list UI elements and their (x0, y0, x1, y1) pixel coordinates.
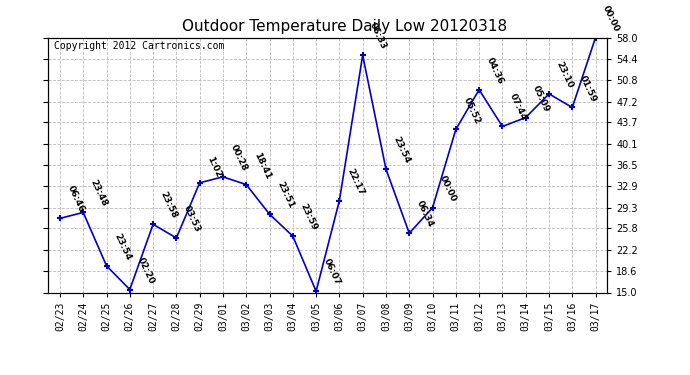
Text: 04:36: 04:36 (484, 56, 505, 86)
Text: 23:54: 23:54 (391, 135, 412, 165)
Text: 01:59: 01:59 (578, 74, 598, 103)
Text: 22:17: 22:17 (345, 166, 365, 196)
Text: 02:20: 02:20 (135, 256, 155, 285)
Text: 05:52: 05:52 (462, 96, 482, 125)
Text: 00:28: 00:28 (228, 143, 248, 173)
Text: 06:46: 06:46 (66, 184, 86, 214)
Text: 23:48: 23:48 (89, 178, 109, 208)
Text: 23:59: 23:59 (298, 202, 319, 232)
Text: 00:00: 00:00 (438, 174, 458, 204)
Text: 1:02: 1:02 (205, 154, 223, 178)
Text: 23:51: 23:51 (275, 180, 295, 210)
Text: Outdoor Temperature Daily Low 20120318: Outdoor Temperature Daily Low 20120318 (182, 19, 508, 34)
Text: 06:34: 06:34 (415, 199, 435, 229)
Text: 07:44: 07:44 (508, 92, 529, 122)
Text: Copyright 2012 Cartronics.com: Copyright 2012 Cartronics.com (54, 41, 224, 51)
Text: 23:58: 23:58 (159, 190, 179, 220)
Text: 06:07: 06:07 (322, 258, 342, 287)
Text: 23:10: 23:10 (555, 60, 575, 90)
Text: 18:41: 18:41 (252, 150, 272, 180)
Text: 05:09: 05:09 (531, 84, 551, 113)
Text: 00:00: 00:00 (601, 4, 621, 33)
Text: 23:54: 23:54 (112, 232, 132, 262)
Text: 06:33: 06:33 (368, 21, 388, 51)
Text: 03:53: 03:53 (182, 204, 202, 234)
